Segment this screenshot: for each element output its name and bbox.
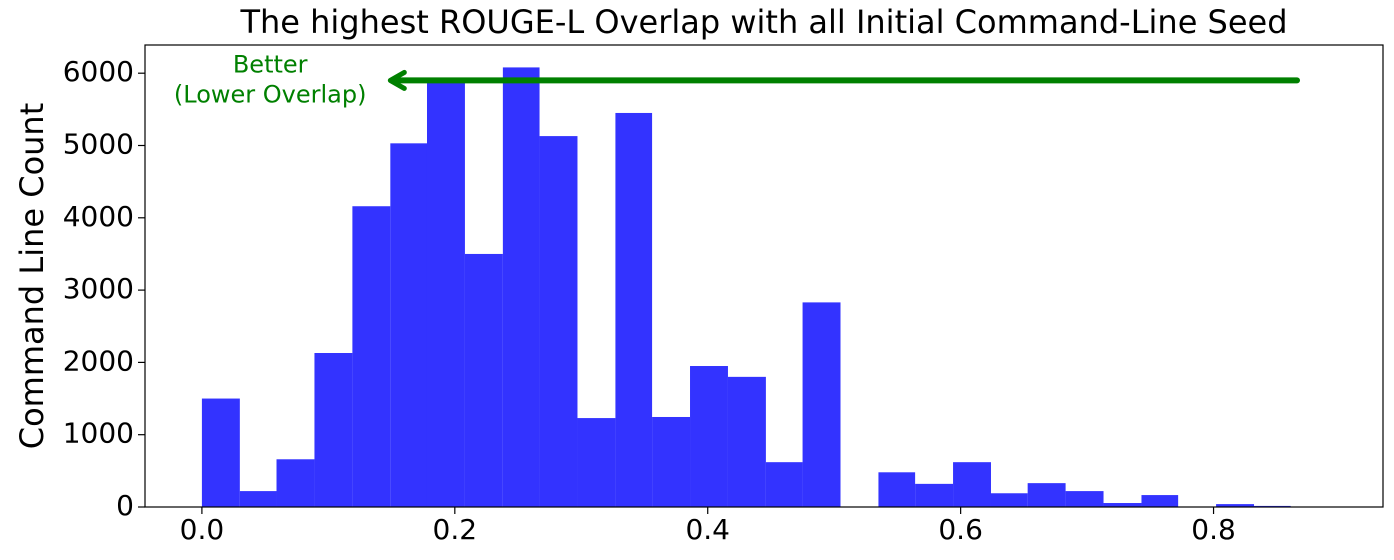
- bar: [953, 462, 991, 507]
- bar: [1216, 504, 1255, 507]
- bar: [915, 483, 954, 507]
- bar: [201, 398, 240, 507]
- bar: [390, 143, 427, 507]
- bar: [352, 206, 391, 507]
- x-tick-label: 0.8: [1191, 513, 1236, 546]
- bar: [727, 376, 766, 507]
- annotation-text: Better: [233, 50, 308, 78]
- annotation-arrowhead: [387, 69, 407, 91]
- y-tick-label: 3000: [63, 272, 134, 305]
- bar: [1103, 503, 1142, 507]
- y-tick-label: 2000: [63, 344, 134, 377]
- bar: [539, 136, 578, 508]
- bar: [1027, 483, 1066, 507]
- x-tick-label: 0.4: [685, 513, 730, 546]
- bar: [652, 416, 691, 507]
- bar: [577, 418, 616, 507]
- bar: [502, 67, 540, 507]
- y-tick-label: 0: [116, 489, 134, 522]
- bar: [615, 112, 653, 508]
- plot-frame: [144, 44, 1384, 508]
- bar: [426, 80, 465, 507]
- annotation-text: (Lower Overlap): [174, 80, 367, 108]
- y-axis-label: Command Line Count: [13, 103, 51, 450]
- bar: [990, 493, 1028, 507]
- bar: [239, 491, 277, 507]
- y-tick-label: 4000: [63, 200, 134, 233]
- x-tick-label: 0.0: [180, 513, 225, 546]
- bar: [276, 459, 315, 507]
- bar: [1141, 495, 1179, 507]
- x-tick-label: 0.2: [433, 513, 478, 546]
- chart-title: The highest ROUGE-L Overlap with all Ini…: [239, 3, 1287, 41]
- y-tick-label: 1000: [63, 417, 134, 450]
- bar: [878, 472, 916, 507]
- bar: [1065, 491, 1104, 507]
- x-tick-label: 0.6: [938, 513, 983, 546]
- bar: [314, 353, 353, 507]
- bar: [802, 302, 841, 507]
- bar: [690, 366, 728, 507]
- y-tick-label: 5000: [63, 127, 134, 160]
- bar: [765, 462, 803, 507]
- bar: [464, 253, 503, 507]
- y-tick-label: 6000: [63, 55, 134, 88]
